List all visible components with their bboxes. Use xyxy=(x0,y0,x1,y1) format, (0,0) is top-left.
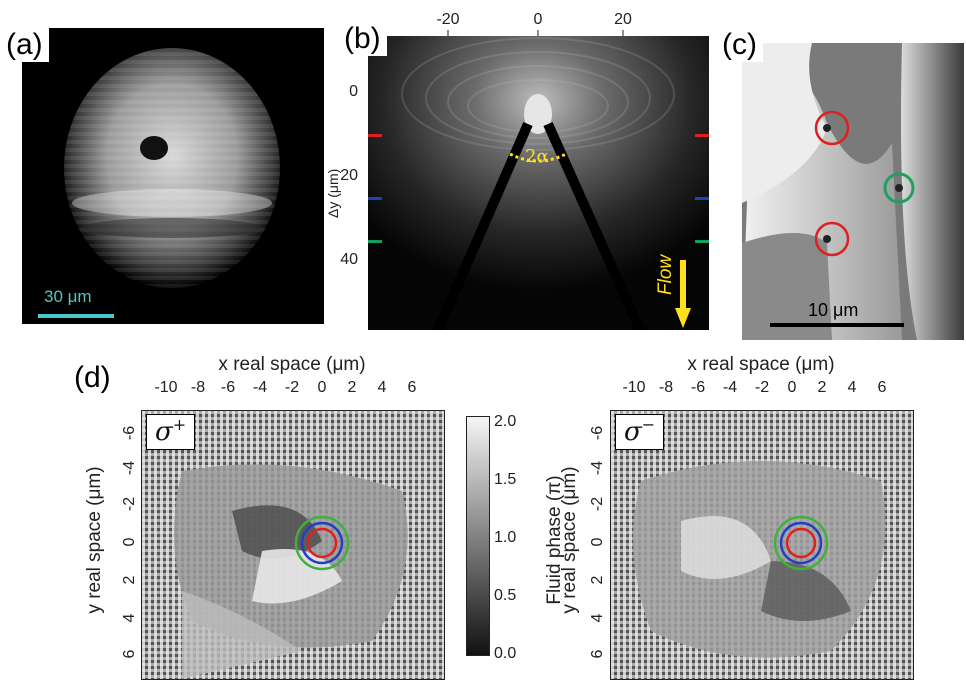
colorbar-label: Fluid phase (π) xyxy=(544,475,565,604)
x-tick: 0 xyxy=(318,379,327,396)
sigma-sup: + xyxy=(172,415,187,434)
x-tick: -4 xyxy=(723,379,737,396)
flow-image xyxy=(368,36,709,330)
panel-a-image xyxy=(22,28,324,324)
panel-b-axes: -20 0 20 0 20 40 Δy (μm) xyxy=(325,11,632,268)
marker-green-left xyxy=(368,240,382,243)
colorbar-tick: 1.0 xyxy=(494,529,516,546)
scalebar-c-label: 10 μm xyxy=(808,300,859,320)
y-tick: -6 xyxy=(589,426,606,440)
scalebar-a-label: 30 μm xyxy=(44,287,92,306)
x-tick: -10 xyxy=(622,379,645,396)
y-tick-b: 0 xyxy=(349,83,358,100)
marker-green-right xyxy=(695,240,709,243)
colorbar-ticks: 2.0 1.5 1.0 0.5 0.0 xyxy=(494,413,516,662)
x-axis-label-right: x real space (μm) xyxy=(687,354,834,375)
y-tick-b: 20 xyxy=(340,167,358,184)
y-tick: -4 xyxy=(589,461,606,475)
colorbar-tick: 2.0 xyxy=(494,413,516,430)
y-tick: -4 xyxy=(121,461,138,475)
panel-d-label: (d) xyxy=(70,363,115,393)
phase-map-c xyxy=(742,43,964,340)
panel-c-label: (c) xyxy=(716,28,763,62)
x-ticks-left: -10 -8 -6 -4 -2 0 2 4 6 xyxy=(154,379,416,396)
y-tick: 6 xyxy=(121,649,138,658)
x-tick: 2 xyxy=(818,379,827,396)
y-tick: 4 xyxy=(589,613,606,622)
x-tick: -8 xyxy=(191,379,205,396)
scalebar-a xyxy=(38,314,114,318)
marker-blue-right xyxy=(695,197,709,200)
y-axis-label-b: Δy (μm) xyxy=(325,169,341,218)
sigma-plus-label: σ+ xyxy=(146,414,196,450)
panel-b-image xyxy=(368,36,709,330)
y-tick: 0 xyxy=(121,537,138,546)
y-tick: -2 xyxy=(121,497,138,511)
y-axis-label-right: y real space (μm) xyxy=(559,466,580,613)
marker-red-left xyxy=(368,134,382,137)
y-tick: 2 xyxy=(121,575,138,584)
x-tick: 4 xyxy=(848,379,857,396)
colorbar-tick: 0.5 xyxy=(494,587,516,604)
y-tick: -2 xyxy=(589,497,606,511)
x-tick: -10 xyxy=(154,379,177,396)
x-tick: 2 xyxy=(348,379,357,396)
x-tick-b: -20 xyxy=(436,11,459,28)
x-tick: 0 xyxy=(788,379,797,396)
x-tick: -6 xyxy=(221,379,235,396)
marker-red-right xyxy=(695,134,709,137)
x-ticks-right: -10 -8 -6 -4 -2 0 2 4 6 xyxy=(622,379,886,396)
panel-c-image xyxy=(742,43,964,340)
x-tick: 6 xyxy=(408,379,417,396)
x-tick: 6 xyxy=(878,379,887,396)
phase-map-sigma-plus xyxy=(141,410,445,680)
x-tick: -2 xyxy=(285,379,299,396)
colorbar-tick: 1.5 xyxy=(494,471,516,488)
colorbar xyxy=(466,416,490,656)
x-axis-label-left: x real space (μm) xyxy=(218,354,365,375)
flow-arrow-icon xyxy=(675,260,691,333)
sigma-symbol: σ xyxy=(624,417,642,447)
y-tick: 6 xyxy=(589,649,606,658)
y-tick-b: 40 xyxy=(340,251,358,268)
phase-map-sigma-minus xyxy=(610,410,914,680)
x-tick: -4 xyxy=(253,379,267,396)
sigma-symbol: σ xyxy=(155,417,173,447)
colorbar-tick: 0.0 xyxy=(494,645,516,662)
x-tick: 4 xyxy=(378,379,387,396)
y-axis-label-left: y real space (μm) xyxy=(84,466,105,613)
panel-d-axes: x real space (μm) -10 -8 -6 -4 -2 0 2 4 … xyxy=(84,354,887,662)
x-tick: -6 xyxy=(691,379,705,396)
y-tick: -6 xyxy=(121,426,138,440)
y-tick: 4 xyxy=(121,613,138,622)
scalebar-c xyxy=(770,323,904,327)
y-ticks-right: -6 -4 -2 0 2 4 6 xyxy=(589,426,606,659)
panel-b-label: (b) xyxy=(338,22,387,56)
y-ticks-left: -6 -4 -2 0 2 4 6 xyxy=(121,426,138,659)
y-tick: 0 xyxy=(589,537,606,546)
marker-blue-left xyxy=(368,197,382,200)
panel-a-label: (a) xyxy=(0,28,49,62)
x-tick-b: 20 xyxy=(614,11,632,28)
angle-label: 2α xyxy=(525,146,549,167)
sigma-sup: − xyxy=(641,415,656,434)
x-tick: -8 xyxy=(659,379,673,396)
x-tick-b: 0 xyxy=(534,11,543,28)
x-tick: -2 xyxy=(755,379,769,396)
y-tick: 2 xyxy=(589,575,606,584)
sigma-minus-label: σ− xyxy=(615,414,665,450)
condensate-image xyxy=(64,48,280,288)
